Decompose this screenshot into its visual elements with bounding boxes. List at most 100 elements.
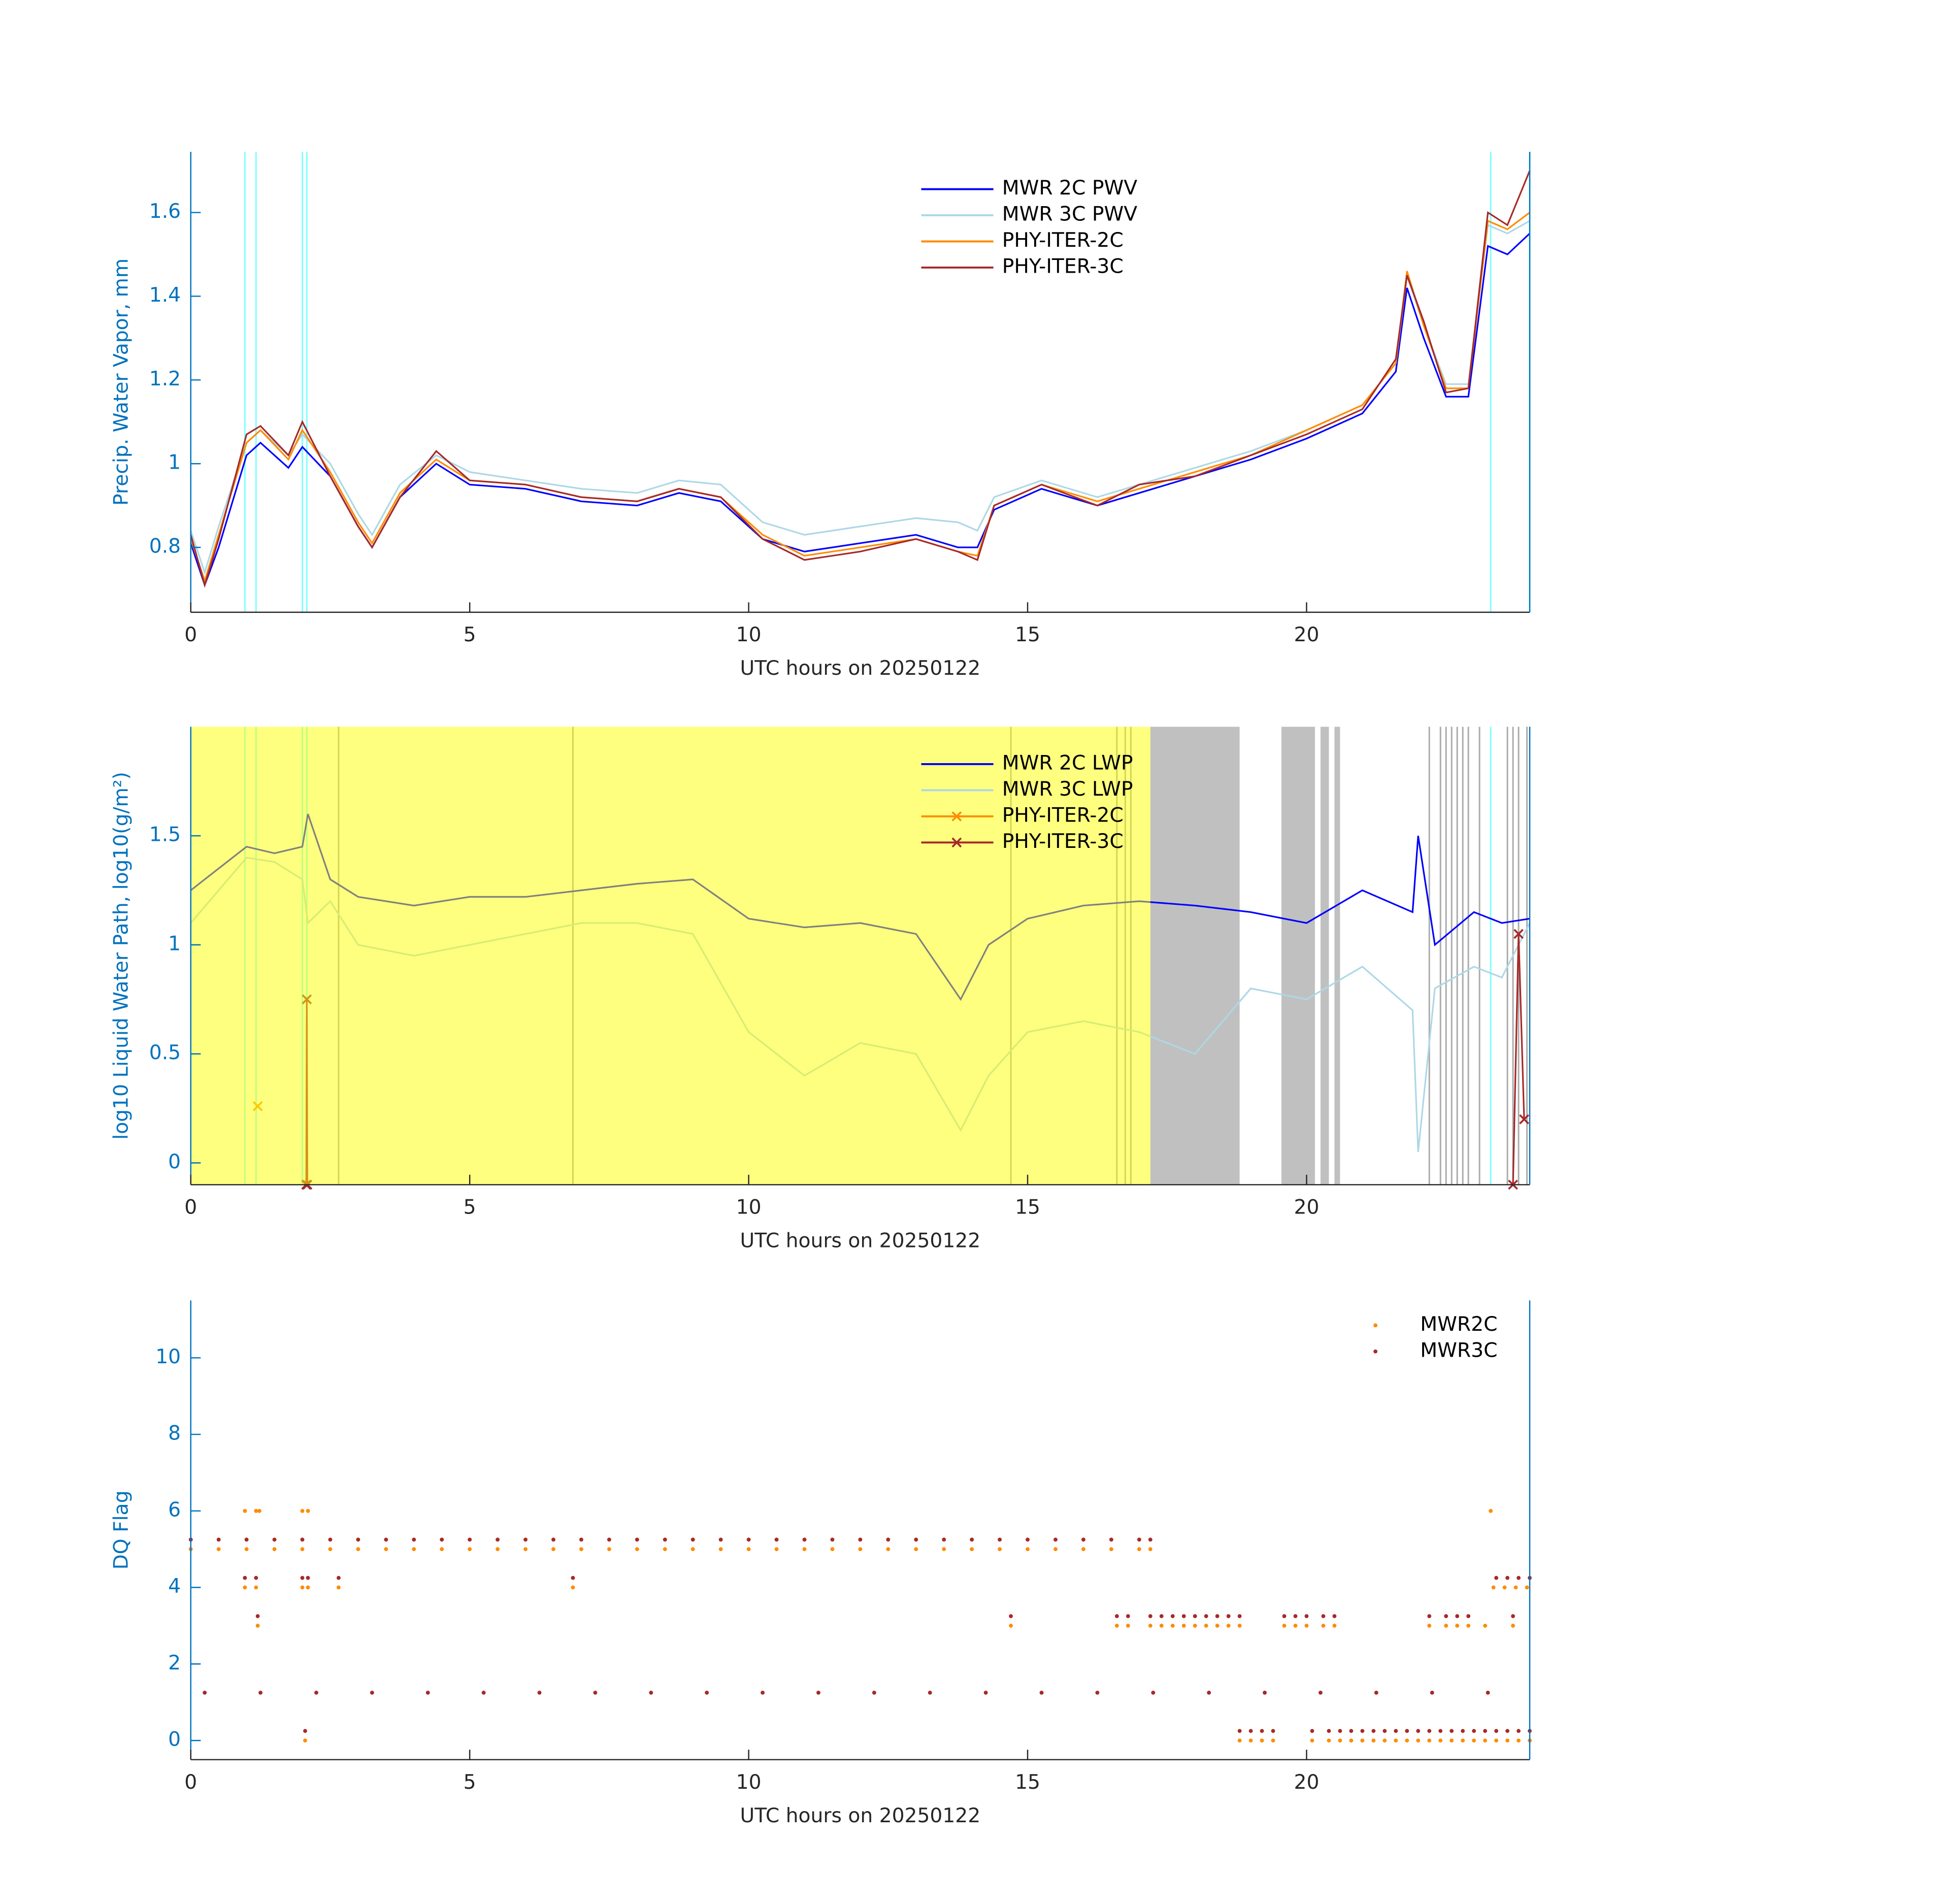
point [1455,1623,1460,1628]
point [1511,1614,1515,1618]
point [1039,1690,1044,1695]
point [303,1738,307,1743]
point [243,1508,247,1513]
point [1226,1614,1231,1618]
point [1237,1614,1242,1618]
point [802,1537,807,1542]
point [254,1508,258,1513]
point [1511,1623,1515,1628]
point [1489,1508,1493,1513]
shaded-region [1150,727,1240,1185]
point [983,1690,988,1695]
point [1263,1690,1267,1695]
point [1430,1690,1434,1695]
point [1427,1738,1432,1743]
point [1349,1729,1354,1733]
point [718,1547,723,1552]
legend-marker [951,811,962,822]
point [1327,1729,1331,1733]
point [468,1547,472,1552]
point [1282,1614,1287,1618]
point [551,1547,555,1552]
series-line [190,170,1531,588]
point [1405,1738,1409,1743]
point [1483,1738,1488,1743]
point [1360,1729,1365,1733]
point [1383,1729,1387,1733]
point [1494,1729,1498,1733]
y-tick-label: 1.6 [149,200,181,223]
point [872,1690,876,1695]
x-tick-label: 0 [184,1196,197,1219]
y-tick-label: 1 [168,932,181,955]
point [998,1537,1002,1542]
point [1450,1738,1454,1743]
x-tick-label: 10 [736,1196,762,1219]
point [1338,1729,1342,1733]
point [481,1690,486,1695]
point [1318,1690,1323,1695]
point [635,1537,639,1542]
point [1054,1547,1058,1552]
point [216,1547,221,1552]
point [384,1547,388,1552]
point [243,1585,247,1590]
point [1137,1547,1141,1552]
point [1505,1729,1509,1733]
x-tick-label: 10 [736,623,762,646]
legend-label: PHY-ITER-2C [1002,229,1124,252]
point [300,1547,305,1552]
y-tick-label: 1 [168,451,181,474]
point [1444,1614,1449,1618]
x-tick-label: 5 [464,1196,476,1219]
point [1517,1738,1521,1743]
point [370,1690,374,1695]
point [1332,1614,1337,1618]
legend-label: PHY-ITER-3C [1002,830,1124,853]
point [1137,1537,1141,1542]
point [1332,1623,1337,1628]
point [1260,1729,1264,1733]
point [1148,1537,1153,1542]
point [635,1547,639,1552]
point [830,1537,835,1542]
point [1293,1614,1298,1618]
point [412,1547,416,1552]
legend-label: MWR 3C LWP [1002,778,1133,801]
point [1438,1738,1443,1743]
point [579,1537,583,1542]
point [593,1690,598,1695]
point [1466,1623,1471,1628]
point [243,1575,247,1580]
point [649,1690,653,1695]
point [306,1508,310,1513]
point [1310,1729,1314,1733]
point [858,1537,863,1542]
point [942,1547,946,1552]
point [1505,1575,1509,1580]
point [1081,1537,1085,1542]
point [300,1537,305,1542]
point [830,1547,835,1552]
point [257,1508,261,1513]
point [1360,1738,1365,1743]
point [1461,1738,1465,1743]
point [1148,1623,1153,1628]
point [1159,1614,1164,1618]
point [1126,1614,1130,1618]
point [337,1575,341,1580]
x-axis-label: UTC hours on 20250122 [740,657,981,680]
point [1226,1623,1231,1628]
point [1405,1729,1409,1733]
point [1427,1614,1432,1618]
point [1517,1575,1521,1580]
point [1237,1738,1242,1743]
point [1494,1575,1498,1580]
point [1416,1729,1421,1733]
point [1026,1537,1030,1542]
point [314,1690,318,1695]
point [802,1547,807,1552]
point [1486,1690,1490,1695]
point [970,1547,974,1552]
